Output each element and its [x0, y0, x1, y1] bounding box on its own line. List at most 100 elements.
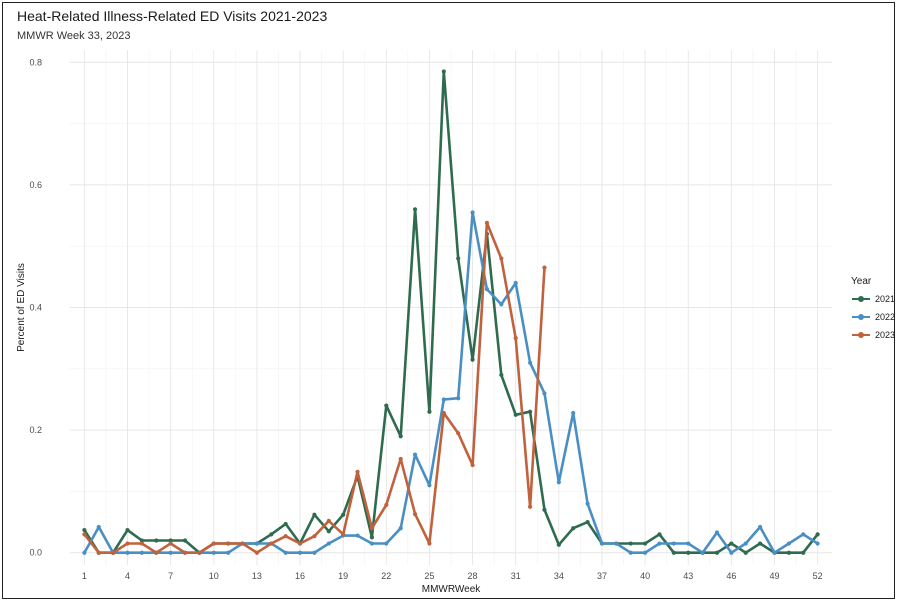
data-point-2022: [801, 532, 806, 537]
data-point-2021: [686, 550, 691, 555]
x-tick-label: 46: [726, 571, 736, 581]
data-point-2023: [297, 541, 303, 546]
data-point-2023: [369, 526, 375, 531]
data-point-2022: [211, 550, 216, 555]
data-point-2022: [714, 530, 720, 535]
data-point-2021: [412, 207, 418, 212]
x-tick-label: 22: [381, 571, 391, 581]
y-axis-ticks: 0.0 0.2 0.4 0.6 0.8: [29, 57, 42, 557]
data-point-2023: [398, 456, 403, 462]
series-lines: [82, 69, 820, 555]
legend-item-2023: 2023: [851, 329, 895, 341]
data-point-2022: [556, 480, 561, 485]
data-point-2022: [743, 541, 748, 546]
data-point-2023: [384, 502, 389, 508]
data-point-2022: [96, 524, 101, 530]
data-point-2021: [758, 541, 763, 546]
chart-title: Heat-Related Illness-Related ED Visits 2…: [17, 8, 328, 24]
data-point-2021: [269, 532, 274, 537]
x-tick-label: 43: [683, 571, 693, 581]
x-tick-label: 49: [769, 571, 779, 581]
data-point-2022: [786, 541, 791, 546]
data-point-2023: [527, 504, 533, 509]
data-point-2021: [527, 409, 533, 414]
data-point-2022: [542, 391, 547, 396]
data-point-2021: [657, 532, 662, 537]
data-point-2023: [513, 336, 518, 341]
data-point-2023: [283, 534, 288, 539]
data-point-2022: [168, 550, 173, 555]
data-point-2021: [671, 550, 676, 555]
data-point-2021: [384, 403, 389, 408]
data-point-2022: [815, 541, 820, 546]
data-point-2021: [571, 526, 576, 531]
data-point-2021: [556, 542, 561, 547]
x-tick-label: 19: [338, 571, 348, 581]
data-point-2021: [341, 512, 346, 517]
data-point-2021: [499, 372, 504, 378]
data-point-2023: [96, 550, 101, 555]
data-point-2022: [297, 550, 303, 555]
y-tick-label: 0.6: [29, 180, 42, 190]
legend-swatch: [851, 329, 871, 341]
data-point-2022: [369, 541, 375, 546]
data-point-2023: [182, 550, 188, 555]
x-tick-label: 52: [813, 571, 823, 581]
data-point-2023: [441, 410, 446, 416]
data-point-2021: [283, 521, 288, 527]
data-point-2023: [269, 541, 274, 546]
x-tick-label: 7: [168, 571, 173, 581]
data-point-2023: [499, 256, 504, 261]
data-point-2022: [326, 541, 331, 546]
data-point-2021: [628, 541, 633, 546]
data-point-2023: [412, 512, 418, 517]
y-axis-label: Percent of ED Visits: [16, 263, 27, 352]
data-point-2022: [772, 550, 777, 555]
x-tick-label: 37: [597, 571, 607, 581]
data-point-2022: [657, 541, 662, 546]
data-point-2021: [786, 550, 791, 555]
legend-item-2022: 2022: [851, 311, 895, 323]
data-point-2021: [139, 538, 144, 543]
data-point-2023: [542, 265, 547, 270]
data-point-2023: [312, 534, 317, 539]
x-axis-label: MMWRWeek: [422, 584, 482, 595]
data-point-2022: [139, 550, 144, 555]
data-point-2021: [125, 527, 130, 533]
data-point-2022: [671, 541, 676, 546]
x-tick-label: 28: [468, 571, 478, 581]
data-point-2022: [82, 550, 87, 555]
data-point-2023: [197, 550, 202, 555]
data-point-2022: [456, 396, 461, 401]
data-point-2023: [168, 541, 173, 546]
x-tick-label: 31: [511, 571, 521, 581]
chart-subtitle: MMWR Week 33, 2023: [17, 30, 131, 42]
data-point-2023: [139, 541, 144, 546]
data-point-2023: [111, 550, 116, 555]
data-point-2021: [743, 550, 748, 555]
data-point-2022: [499, 302, 504, 307]
data-point-2022: [585, 501, 590, 506]
data-point-2022: [398, 526, 403, 531]
data-point-2021: [642, 541, 648, 546]
data-point-2023: [82, 532, 87, 537]
data-point-2021: [542, 507, 547, 512]
x-axis-ticks: 1 4 7 10 13 16 19 22 25 28 31 34 37 40 43 46 49 52: [82, 571, 823, 581]
data-point-2022: [513, 280, 518, 286]
data-point-2023: [341, 532, 346, 537]
data-point-2022: [599, 541, 605, 546]
data-point-2023: [240, 541, 245, 546]
data-point-2021: [441, 69, 446, 74]
legend-swatch: [851, 311, 871, 323]
data-point-2022: [571, 410, 576, 416]
legend-label: 2023: [875, 330, 896, 340]
data-point-2023: [226, 541, 231, 546]
x-tick-label: 40: [640, 571, 650, 581]
data-point-2021: [154, 538, 159, 543]
data-point-2022: [427, 483, 432, 488]
legend-title: Year: [851, 276, 872, 287]
data-point-2022: [412, 452, 418, 457]
data-point-2021: [168, 538, 173, 543]
data-point-2022: [758, 524, 763, 530]
